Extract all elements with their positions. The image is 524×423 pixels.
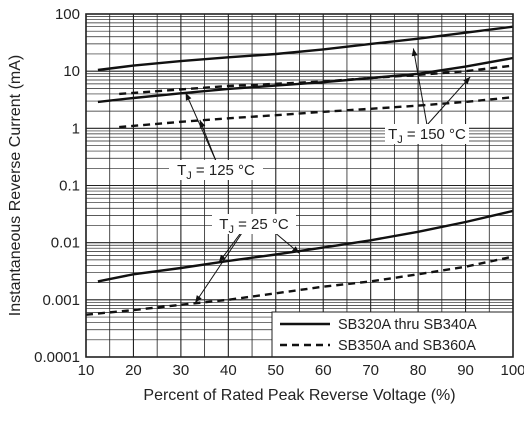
x-tick-label: 10 <box>78 362 95 379</box>
legend-label: SB350A and SB360A <box>338 338 476 354</box>
annotation-arrowhead <box>463 76 471 85</box>
x-axis-label: Percent of Rated Peak Reverse Voltage (%… <box>143 387 455 404</box>
x-tick-label: 50 <box>267 362 284 379</box>
chart-annotations: TJ = 150 °C TJ = 125 °C TJ = 25 °C <box>169 48 471 304</box>
annotation-arrowhead <box>185 92 192 101</box>
x-tick-label: 90 <box>457 362 474 379</box>
annotation-label: TJ = 125 °C <box>177 162 255 182</box>
y-axis-label: Instantaneous Reverse Current (mA) <box>7 55 24 316</box>
annotation-arrowhead <box>199 119 206 128</box>
series-line <box>119 64 514 96</box>
chart-grid <box>85 14 514 358</box>
legend-label: SB320A thru SB340A <box>338 317 477 333</box>
series-line <box>97 25 514 72</box>
y-tick-label: 0.01 <box>51 235 80 252</box>
annotation-label: TJ = 150 °C <box>388 126 466 146</box>
x-tick-label: 20 <box>125 362 142 379</box>
annotation-leader <box>412 48 428 126</box>
x-tick-label: 70 <box>362 362 379 379</box>
x-tick-label: 100 <box>500 362 524 379</box>
chart-series <box>85 25 514 316</box>
chart-legend: SB320A thru SB340A SB350A and SB360A <box>271 311 514 358</box>
plot-frame <box>85 13 514 358</box>
annotation-box <box>385 124 469 144</box>
legend-box <box>271 311 514 358</box>
y-tick-label: 1 <box>72 120 80 137</box>
y-tick-label: 10 <box>63 63 80 80</box>
y-tick-label: 100 <box>55 6 80 23</box>
annotation-arrowhead <box>411 48 418 57</box>
x-tick-label: 40 <box>220 362 237 379</box>
series-line <box>97 56 514 104</box>
y-tick-label: 0.0001 <box>34 349 80 366</box>
annotation-arrowhead <box>195 295 202 304</box>
x-tick-label: 80 <box>410 362 427 379</box>
series-line <box>119 96 514 129</box>
y-tick-label: 0.001 <box>42 292 80 309</box>
annotation-arrowhead <box>291 246 300 254</box>
series-line <box>97 209 514 283</box>
annotation-leader <box>426 76 471 126</box>
annotation-arrowhead <box>218 254 226 263</box>
y-tick-label: 0.1 <box>59 178 80 195</box>
x-tick-label: 30 <box>173 362 190 379</box>
x-tick-label: 60 <box>315 362 332 379</box>
axis-ticks: 10 20 30 40 50 60 70 80 90 100 0.0001 0.001 0.01 0.1 1… <box>34 6 524 379</box>
annotation-box <box>169 160 263 180</box>
annotation-label: TJ = 25 °C <box>219 216 289 236</box>
annotation-box <box>212 214 296 234</box>
